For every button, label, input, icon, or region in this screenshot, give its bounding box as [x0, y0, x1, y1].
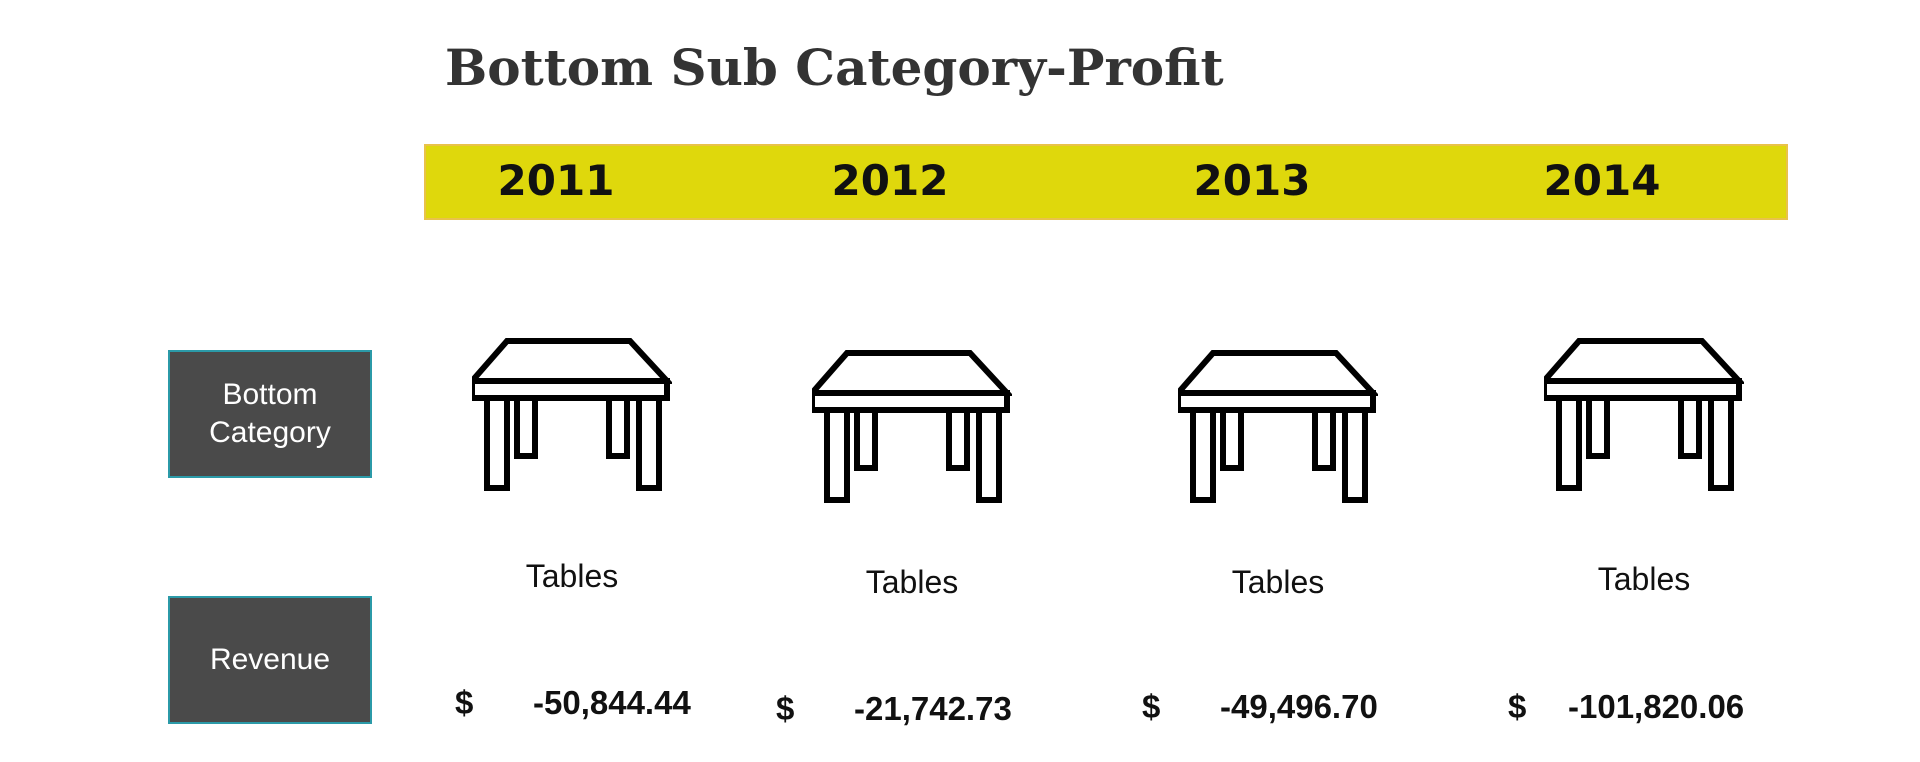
year-2012: 2012 [831, 156, 949, 205]
bottom-category-label-line1: Bottom [222, 378, 318, 411]
category-2012: Tables [865, 564, 959, 600]
year-header-band: 2011 2012 2013 2014 [424, 144, 1788, 220]
revenue-amount: -50,844.44 [533, 684, 691, 721]
revenue-label-text: Revenue [209, 643, 331, 676]
currency-symbol: $ [776, 690, 795, 727]
revenue-2013: $ -49,496.70 [1142, 688, 1402, 728]
table-icon [1544, 338, 1744, 491]
revenue-2012: $ -21,742.73 [776, 690, 1036, 730]
table-icon [472, 338, 672, 491]
year-2013: 2013 [1193, 156, 1311, 205]
revenue-2014: $ -101,820.06 [1508, 688, 1788, 728]
currency-symbol: $ [1142, 688, 1161, 725]
category-2013: Tables [1231, 564, 1325, 600]
category-2011: Tables [525, 558, 619, 594]
revenue-amount: -21,742.73 [854, 690, 1012, 727]
table-icon [812, 350, 1012, 503]
currency-symbol: $ [1508, 688, 1527, 725]
currency-symbol: $ [455, 684, 474, 721]
revenue-label: Revenue [168, 596, 372, 724]
page-title: Bottom Sub Category-Profit [445, 38, 1224, 97]
revenue-2011: $ -50,844.44 [455, 684, 715, 724]
bottom-category-label: Bottom Category [168, 350, 372, 478]
bottom-category-label-line2: Category [209, 416, 331, 449]
year-2011: 2011 [497, 156, 615, 205]
category-2014: Tables [1597, 561, 1691, 597]
revenue-amount: -101,820.06 [1568, 688, 1745, 725]
table-icon [1178, 350, 1378, 503]
year-2014: 2014 [1543, 156, 1661, 205]
revenue-amount: -49,496.70 [1220, 688, 1378, 725]
